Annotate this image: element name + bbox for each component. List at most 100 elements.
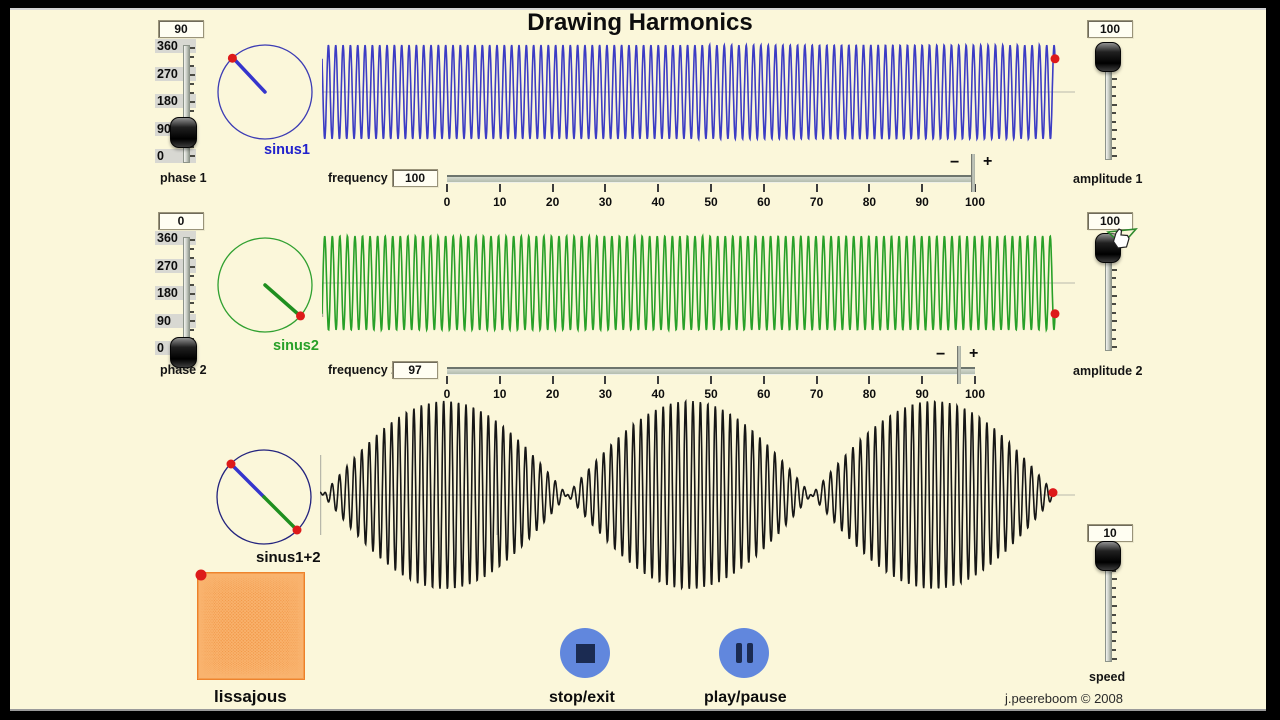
tick-mark xyxy=(604,376,607,384)
frequency2-thumb[interactable] xyxy=(957,346,961,384)
tick-mark xyxy=(1112,346,1117,349)
tick-mark xyxy=(657,184,660,192)
tick-mark xyxy=(1112,604,1117,607)
tick-mark xyxy=(1112,329,1116,331)
mouse-cursor xyxy=(1106,227,1138,249)
tick-mark xyxy=(498,184,501,192)
frequency2-track[interactable] xyxy=(447,367,975,374)
tick-label: 0 xyxy=(443,387,451,401)
lissajous-label: lissajous xyxy=(214,687,287,706)
page-title: Drawing Harmonics xyxy=(527,9,753,36)
frequency1-track[interactable] xyxy=(447,175,975,182)
wave-end-dot xyxy=(1050,54,1060,64)
tick-mark xyxy=(190,266,195,268)
amplitude1-value-field[interactable]: 100 xyxy=(1087,20,1133,38)
play-pause-button[interactable] xyxy=(719,628,769,678)
tick-mark xyxy=(1112,86,1116,89)
tick-label: 30 xyxy=(598,387,613,401)
tick-mark xyxy=(1112,587,1116,590)
frequency1-plus-button[interactable]: + xyxy=(983,153,993,170)
tick-mark xyxy=(190,110,194,112)
tick-label: 80 xyxy=(862,195,877,209)
play-pause-label: play/pause xyxy=(704,689,787,706)
tick-mark xyxy=(190,83,194,85)
speed-slider[interactable] xyxy=(1085,538,1135,666)
tick-label: 40 xyxy=(651,387,665,401)
sinus1-label: sinus1 xyxy=(264,142,310,158)
speed-value-field[interactable]: 10 xyxy=(1087,524,1133,542)
phase1-knob[interactable] xyxy=(170,117,197,148)
frequency1-thumb[interactable] xyxy=(971,154,975,192)
tick-mark xyxy=(974,184,976,192)
frequency2-value-field[interactable]: 97 xyxy=(392,361,438,379)
tick-mark xyxy=(1112,640,1116,642)
amplitude1-slider[interactable] xyxy=(1085,40,1135,165)
stop-exit-label: stop/exit xyxy=(549,689,615,706)
tick-mark xyxy=(657,376,660,384)
sum-waveform xyxy=(320,398,1075,591)
tick-mark xyxy=(190,284,194,286)
tick-label: 70 xyxy=(809,387,824,401)
tick-label: 90 xyxy=(915,387,929,401)
frequency1-minus-button[interactable]: − xyxy=(950,154,960,171)
sinus2-phasor-line xyxy=(263,283,300,316)
tick-mark xyxy=(1112,320,1117,323)
tick-mark xyxy=(190,293,195,295)
tick-mark xyxy=(190,56,194,58)
frequency1-slider[interactable]: 0 10 20 30 40 50 60 70 80 90 100 − + xyxy=(443,153,1007,210)
phase2-slider[interactable]: 360 270 180 90 0 xyxy=(150,231,210,368)
tick-mark xyxy=(974,376,976,384)
tick-mark xyxy=(190,239,195,241)
wave-end-dot xyxy=(1048,488,1058,498)
frequency2-slider[interactable]: 0 10 20 30 40 50 60 70 80 90 100 − + xyxy=(443,345,1007,402)
tick-mark xyxy=(1112,120,1116,123)
tick-mark xyxy=(190,101,195,103)
amplitude2-value-field[interactable]: 100 xyxy=(1087,212,1133,230)
frequency2-label: frequency 2 xyxy=(328,363,399,377)
sum-phasor-line-green xyxy=(262,495,299,532)
tick-mark xyxy=(1112,95,1116,97)
tick-mark xyxy=(1112,303,1116,306)
frequency1-value-field[interactable]: 100 xyxy=(392,169,438,187)
tick-mark xyxy=(190,329,194,331)
tick-label: 60 xyxy=(757,195,771,209)
tick-mark xyxy=(446,376,448,384)
tick-mark xyxy=(1112,657,1117,660)
tick-label: 30 xyxy=(598,195,613,209)
tick-mark xyxy=(1112,112,1116,115)
phase1-slider[interactable]: 360 270 180 90 0 xyxy=(150,39,210,169)
sum-phasor-circle xyxy=(216,449,312,545)
speed-label: speed xyxy=(1089,670,1126,684)
phase1-value-field[interactable]: 90 xyxy=(158,20,204,38)
tick-label: 80 xyxy=(862,387,877,401)
frequency2-minus-button[interactable]: − xyxy=(936,346,946,363)
frequency1-ruler: 0 10 20 30 40 50 60 70 80 90 100 xyxy=(443,154,985,209)
frequency1-label: frequency 1 xyxy=(328,171,399,185)
wave-end-dot xyxy=(1050,309,1060,319)
tick-label: 100 xyxy=(964,195,986,209)
phase2-value-field[interactable]: 0 xyxy=(158,212,204,230)
phase1-label: phase 1 xyxy=(160,171,207,185)
tick-mark xyxy=(1112,622,1116,625)
tick-label: 60 xyxy=(757,387,771,401)
phase2-knob[interactable] xyxy=(170,337,197,368)
tick-mark xyxy=(868,184,871,192)
tick-mark xyxy=(1112,311,1116,314)
phase2-label: phase 2 xyxy=(160,363,207,377)
speed-knob[interactable] xyxy=(1095,541,1121,571)
tick-mark xyxy=(921,184,924,192)
tick-mark xyxy=(498,376,501,384)
tick-label: 70 xyxy=(809,195,824,209)
frequency2-plus-button[interactable]: + xyxy=(969,345,979,362)
phase1-track[interactable] xyxy=(183,45,190,163)
tick-label: 20 xyxy=(545,195,560,209)
tick-mark xyxy=(446,184,448,192)
stop-exit-button[interactable] xyxy=(560,628,610,678)
tick-mark xyxy=(190,74,195,76)
tick-mark xyxy=(190,155,195,157)
tick-label: 0 xyxy=(443,195,451,209)
tick-mark xyxy=(190,65,194,67)
amplitude1-label: amplitude 1 xyxy=(1073,172,1143,186)
amplitude1-knob[interactable] xyxy=(1095,42,1121,72)
tick-mark xyxy=(190,275,194,277)
